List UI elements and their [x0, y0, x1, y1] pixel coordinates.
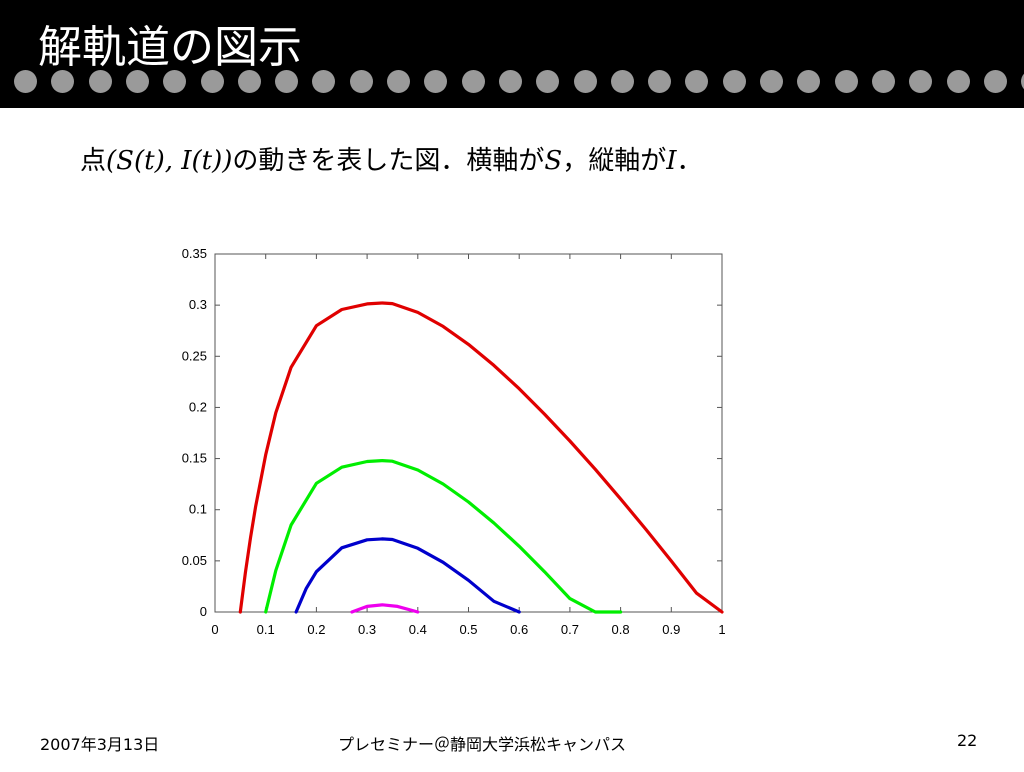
y-tick-label: 0.05	[182, 553, 207, 568]
decorative-dot	[498, 70, 522, 93]
decorative-dot	[125, 70, 149, 93]
caption-x-var: S	[544, 146, 563, 176]
series-magenta	[350, 603, 420, 614]
caption-math: (S(t), I(t))	[106, 146, 233, 176]
caption: 点(S(t), I(t))の動きを表した図．横軸がS，縦軸がI．	[80, 140, 703, 177]
caption-middle: の動きを表した図．横軸が	[232, 146, 545, 176]
decorative-dot	[200, 70, 224, 93]
y-tick-label: 0.3	[189, 297, 207, 312]
footer-page-number: 22	[957, 731, 978, 750]
decorative-dot	[349, 70, 373, 93]
x-tick-label: 0	[211, 622, 218, 637]
caption-y-var: I	[666, 146, 677, 176]
decorative-dot	[797, 70, 821, 93]
footer-center: プレセミナー＠静岡大学浜松キャンパス	[338, 735, 627, 754]
y-tick-label: 0.35	[182, 246, 207, 261]
y-tick-label: 0.1	[189, 502, 207, 517]
decorative-dot	[610, 70, 634, 93]
decorative-dot	[461, 70, 485, 93]
decorative-dot	[685, 70, 709, 93]
decorative-dot	[88, 70, 112, 93]
x-tick-label: 0.9	[662, 622, 680, 637]
x-tick-label: 0.2	[307, 622, 325, 637]
x-tick-label: 0.3	[358, 622, 376, 637]
series-red	[238, 301, 724, 614]
decorative-dots	[0, 70, 1024, 94]
decorative-dot	[648, 70, 672, 93]
decorative-dot	[871, 70, 895, 93]
slide-title: 解軌道の図示	[38, 22, 302, 73]
decorative-dot	[51, 70, 75, 93]
x-tick-label: 0.8	[612, 622, 630, 637]
decorative-dot	[1021, 70, 1024, 93]
x-tick-label: 0.7	[561, 622, 579, 637]
x-tick-label: 0.4	[409, 622, 427, 637]
y-tick-label: 0	[200, 604, 207, 619]
decorative-dot	[536, 70, 560, 93]
caption-sep: ，縦軸が	[562, 146, 667, 176]
caption-end: ．	[676, 146, 703, 176]
decorative-dot	[573, 70, 597, 93]
decorative-dot	[387, 70, 410, 93]
y-tick-label: 0.25	[182, 348, 207, 363]
decorative-dot	[312, 70, 336, 93]
decorative-dot	[760, 70, 783, 93]
decorative-dot	[909, 70, 933, 93]
x-tick-label: 1	[718, 622, 725, 637]
plot-frame	[214, 253, 723, 613]
decorative-dot	[834, 70, 858, 93]
decorative-dot	[14, 70, 37, 93]
footer-date: 2007年3月13日	[40, 735, 160, 754]
series-green	[264, 459, 623, 614]
series-blue	[294, 537, 521, 614]
decorative-dot	[946, 70, 970, 93]
x-tick-label: 0.5	[459, 622, 477, 637]
decorative-dot	[237, 70, 261, 93]
x-tick-label: 0.1	[257, 622, 275, 637]
decorative-dot	[983, 70, 1007, 93]
decorative-dot	[163, 70, 187, 93]
y-tick-label: 0.15	[182, 451, 207, 466]
title-bar: 解軌道の図示	[0, 0, 1024, 108]
x-tick-label: 0.6	[510, 622, 528, 637]
caption-prefix: 点	[80, 146, 107, 176]
y-tick-label: 0.2	[189, 399, 207, 414]
decorative-dot	[275, 70, 299, 93]
decorative-dot	[722, 70, 746, 93]
decorative-dot	[424, 70, 448, 93]
